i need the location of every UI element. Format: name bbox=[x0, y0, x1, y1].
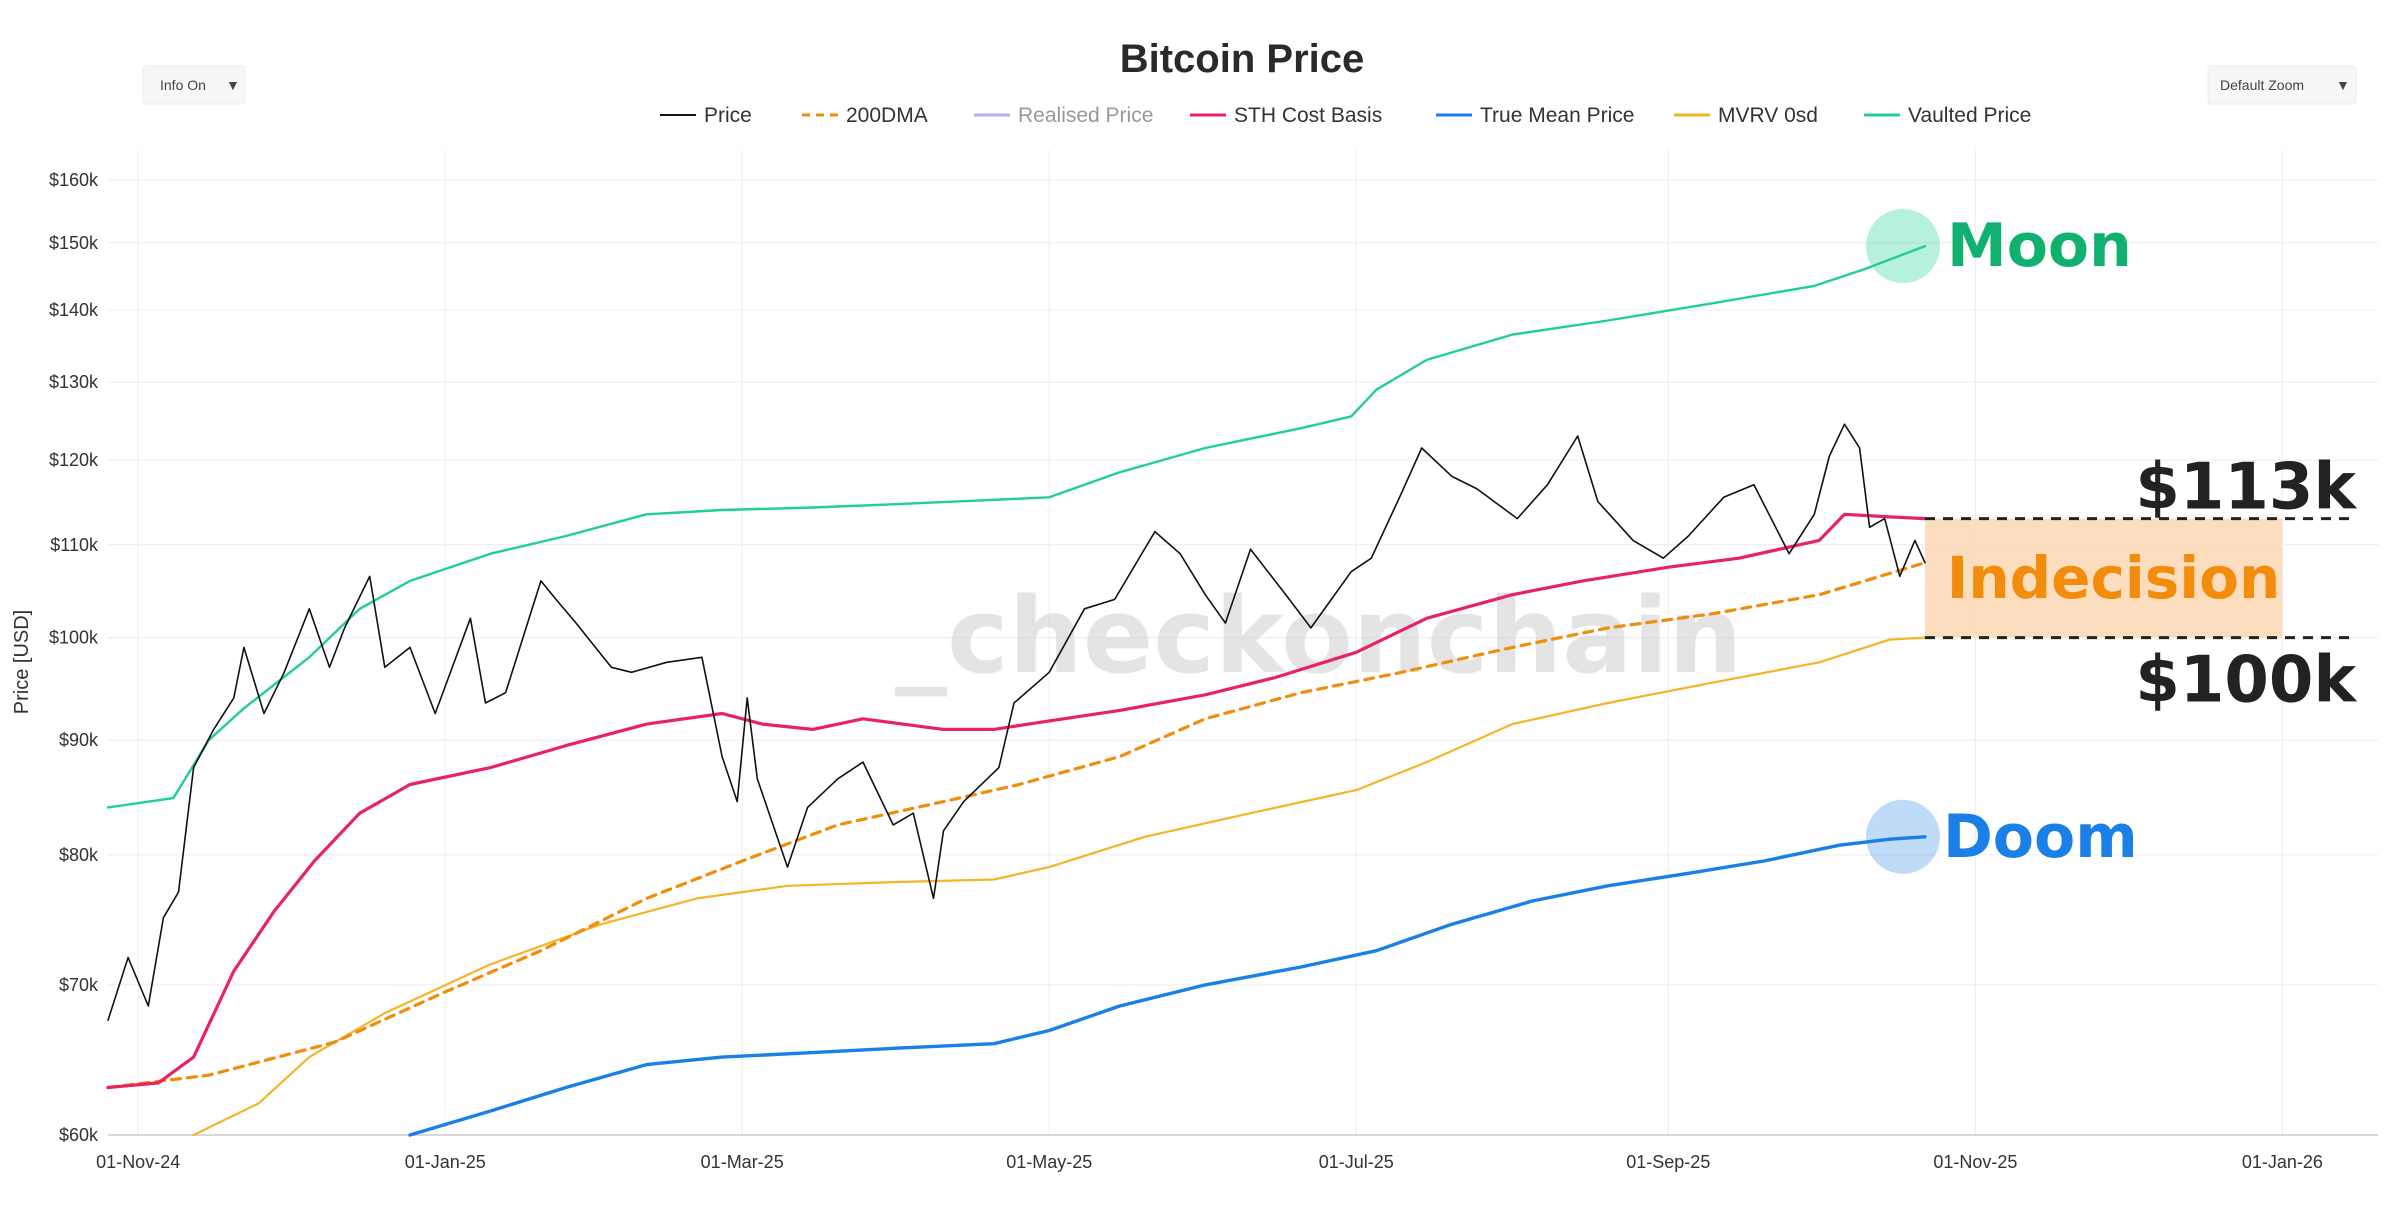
legend-item-dma200[interactable]: 200DMA bbox=[802, 104, 928, 127]
x-axis-ticks: 01-Nov-24 01-Jan-25 01-Mar-25 01-May-25 01-J… bbox=[96, 1152, 2323, 1172]
info-toggle-label: Info On bbox=[160, 77, 206, 93]
chevron-down-icon: ▼ bbox=[2336, 77, 2350, 93]
series-line-mvrv0 bbox=[192, 636, 1927, 1137]
chevron-down-icon: ▼ bbox=[226, 77, 240, 93]
y-axis-label: Price [USD] bbox=[11, 610, 33, 714]
legend-item-price[interactable]: Price bbox=[660, 104, 752, 127]
y-tick-label: $80k bbox=[59, 845, 99, 865]
lower-level-label: $100k bbox=[2135, 644, 2357, 718]
x-tick-label: 01-Jul-25 bbox=[1319, 1152, 1394, 1172]
series-line-dma200 bbox=[106, 561, 1927, 1090]
chart-legend: Price 200DMA Realised Price STH Cost Basis T… bbox=[660, 104, 2031, 127]
y-tick-label: $130k bbox=[49, 372, 99, 392]
upper-level-label: $113k bbox=[2135, 451, 2357, 525]
y-tick-label: $60k bbox=[59, 1125, 99, 1145]
y-tick-label: $140k bbox=[49, 300, 99, 320]
doom-annotation: Doom bbox=[1866, 799, 2138, 874]
x-tick-label: 01-Jan-25 bbox=[405, 1152, 486, 1172]
y-tick-label: $150k bbox=[49, 233, 99, 253]
legend-item-sth[interactable]: STH Cost Basis bbox=[1190, 104, 1382, 127]
y-tick-label: $90k bbox=[59, 730, 99, 750]
y-tick-label: $120k bbox=[49, 450, 99, 470]
y-tick-label: $100k bbox=[49, 628, 99, 648]
legend-label: 200DMA bbox=[846, 104, 928, 127]
moon-annotation: Moon bbox=[1866, 209, 2132, 284]
chart-series bbox=[106, 244, 1927, 1137]
series-line-sth bbox=[106, 512, 1927, 1090]
legend-label: Realised Price bbox=[1018, 104, 1153, 127]
chart-grid bbox=[108, 150, 2378, 1136]
x-tick-label: 01-Jan-26 bbox=[2242, 1152, 2323, 1172]
indecision-label: Indecision bbox=[1947, 544, 2281, 612]
zoom-select-label: Default Zoom bbox=[2220, 77, 2304, 93]
watermark: _checkonchain bbox=[895, 575, 1742, 697]
zoom-select-dropdown[interactable]: Default Zoom ▼ bbox=[2207, 65, 2357, 105]
x-tick-label: 01-Nov-24 bbox=[96, 1152, 180, 1172]
legend-item-true_mean[interactable]: True Mean Price bbox=[1436, 104, 1634, 127]
y-tick-label: $160k bbox=[49, 170, 99, 190]
legend-item-mvrv0[interactable]: MVRV 0sd bbox=[1674, 104, 1818, 127]
legend-item-realised[interactable]: Realised Price bbox=[974, 104, 1153, 127]
info-toggle-dropdown[interactable]: Info On ▼ bbox=[142, 65, 246, 105]
legend-label: Price bbox=[704, 104, 752, 127]
x-tick-label: 01-Mar-25 bbox=[701, 1152, 784, 1172]
legend-label: MVRV 0sd bbox=[1718, 104, 1818, 127]
y-axis-ticks: $60k $70k $80k $90k $100k $110k $120k $130k $140… bbox=[49, 170, 99, 1145]
x-tick-label: 01-Nov-25 bbox=[1933, 1152, 2017, 1172]
doom-marker bbox=[1866, 799, 1941, 874]
y-tick-label: $110k bbox=[50, 535, 99, 555]
doom-label: Doom bbox=[1943, 802, 2138, 872]
x-tick-label: 01-Sep-25 bbox=[1626, 1152, 1710, 1172]
indecision-zone bbox=[1925, 518, 2282, 638]
moon-marker bbox=[1866, 209, 1941, 284]
legend-label: Vaulted Price bbox=[1908, 104, 2031, 127]
chart-title: Bitcoin Price bbox=[1120, 37, 1365, 81]
y-tick-label: $70k bbox=[59, 975, 99, 995]
series-line-price bbox=[107, 423, 1926, 1022]
series-line-true_mean bbox=[408, 835, 1927, 1137]
legend-label: STH Cost Basis bbox=[1234, 104, 1382, 127]
legend-label: True Mean Price bbox=[1480, 104, 1634, 127]
moon-label: Moon bbox=[1947, 211, 2132, 281]
series-line-vaulted bbox=[106, 244, 1927, 809]
x-tick-label: 01-May-25 bbox=[1006, 1152, 1092, 1172]
legend-item-vaulted[interactable]: Vaulted Price bbox=[1864, 104, 2031, 127]
